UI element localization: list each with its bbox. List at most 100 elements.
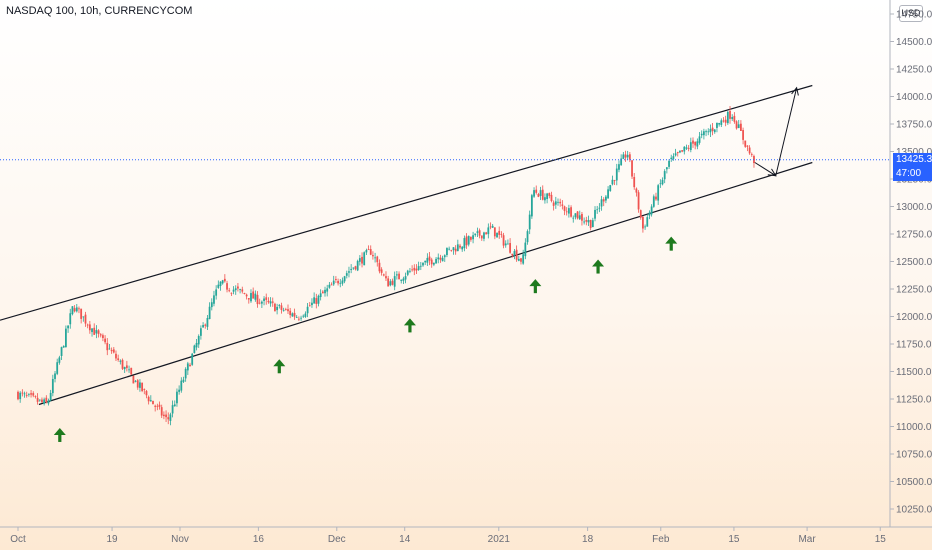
candle-body: [705, 131, 707, 133]
candle-body: [470, 236, 472, 240]
candle: [158, 401, 161, 410]
candle-body: [228, 290, 231, 292]
candle: [652, 194, 655, 208]
candle: [213, 290, 215, 307]
candle: [141, 382, 144, 393]
candle: [256, 291, 259, 308]
candle: [605, 195, 607, 204]
candle-body: [184, 368, 187, 379]
candle-body: [45, 397, 48, 403]
candle: [75, 303, 78, 313]
candle: [748, 145, 751, 155]
candle: [223, 274, 226, 283]
candle-body: [724, 119, 727, 123]
candle-body: [389, 281, 392, 286]
upper-channel-line: [0, 84, 813, 321]
candle: [67, 325, 69, 333]
candle-body: [27, 393, 30, 395]
candle-body: [125, 365, 128, 369]
candle-body: [437, 257, 440, 260]
candle: [554, 196, 557, 209]
candle: [478, 228, 481, 239]
candle: [565, 207, 568, 216]
candle-body: [393, 276, 396, 287]
candle: [319, 289, 322, 301]
candle: [45, 395, 48, 404]
candle-body: [493, 227, 496, 237]
candle: [753, 154, 755, 168]
candle-body: [583, 221, 586, 223]
candle: [463, 235, 466, 252]
candle: [25, 391, 28, 398]
price-tick-label: 14250.0: [896, 65, 932, 76]
candle: [633, 173, 636, 190]
candle-body: [696, 141, 699, 147]
candle: [308, 301, 311, 307]
candle: [404, 272, 407, 284]
support-arrow-icon: [529, 279, 542, 294]
candle-body: [687, 147, 690, 149]
candle-body: [115, 353, 117, 359]
candle: [470, 236, 472, 242]
candle-body: [23, 393, 26, 395]
support-arrow-icon: [53, 427, 66, 442]
candle-body: [112, 349, 115, 353]
candle-body: [428, 256, 431, 261]
candle: [718, 122, 721, 127]
candle-body: [119, 360, 122, 362]
candle: [245, 293, 248, 300]
candle-body: [69, 313, 72, 325]
arrow-stem: [408, 324, 412, 333]
candle-body: [350, 268, 353, 270]
candle-body: [750, 154, 753, 155]
candle-body: [145, 391, 148, 396]
candle: [47, 398, 50, 406]
candle-body: [332, 280, 335, 285]
candle-body: [200, 328, 202, 336]
candle-body: [189, 364, 191, 367]
candle: [352, 267, 355, 270]
candle: [121, 358, 124, 371]
candle-body: [324, 289, 326, 294]
candle: [282, 307, 285, 312]
candle-body: [197, 336, 200, 345]
candle-body: [260, 301, 263, 304]
candle: [648, 210, 651, 220]
candle-body: [522, 254, 525, 264]
candle-body: [733, 115, 736, 122]
candle: [200, 325, 202, 340]
candle-body: [130, 367, 133, 375]
candle-body: [121, 359, 124, 369]
candle: [119, 359, 122, 365]
candle-body: [644, 226, 646, 228]
candle: [350, 264, 353, 274]
candle: [528, 210, 531, 235]
candle-body: [665, 167, 668, 170]
candle-body: [230, 292, 233, 294]
candle: [51, 374, 54, 397]
candle-body: [80, 308, 83, 319]
candle: [269, 297, 272, 307]
candle: [548, 192, 551, 199]
price-tick-label: 14000.0: [896, 92, 932, 103]
candle-body: [550, 194, 553, 202]
candle: [713, 128, 716, 134]
candle: [742, 127, 744, 145]
candle-body: [237, 286, 239, 289]
candle-body: [110, 349, 113, 352]
candle: [284, 307, 287, 311]
currency-badge[interactable]: USD: [899, 5, 923, 22]
candle-body: [291, 313, 294, 317]
candle-body: [726, 111, 729, 124]
candle: [84, 311, 87, 327]
arrow-head: [665, 236, 678, 244]
price-axis: 14750.0 14500.0 14250.0 14000.0 13750.0 13500…: [890, 10, 932, 516]
candle-body: [463, 238, 466, 249]
candle: [210, 298, 213, 311]
candle-body: [97, 330, 100, 334]
candle-body: [210, 302, 213, 308]
candle-body: [217, 284, 220, 288]
candle: [491, 224, 494, 228]
